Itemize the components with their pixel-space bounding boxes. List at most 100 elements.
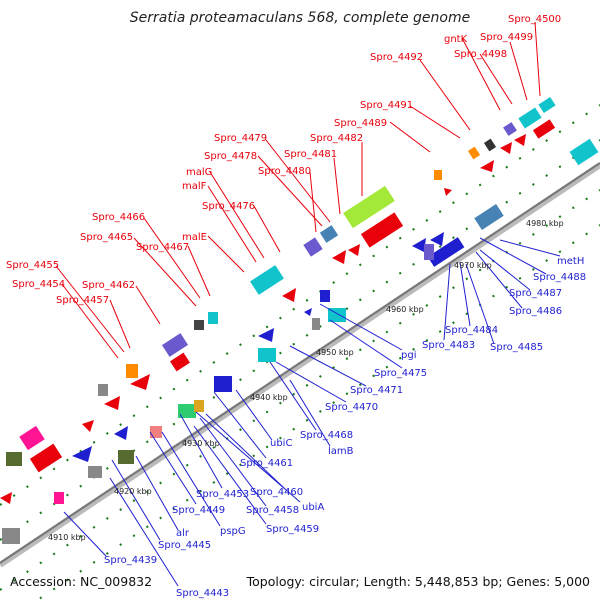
feature-fwd[interactable] xyxy=(500,142,512,154)
feature-rev[interactable] xyxy=(320,290,330,302)
feature-fwd[interactable] xyxy=(19,425,45,451)
gene-label[interactable]: Spro_4475 xyxy=(374,368,427,379)
feature-rev[interactable] xyxy=(72,446,92,462)
gene-label[interactable]: Spro_4500 xyxy=(508,14,561,25)
gene-label[interactable]: Spro_4453 xyxy=(196,489,249,500)
feature-rev[interactable] xyxy=(214,376,232,392)
gene-label[interactable]: Spro_4476 xyxy=(202,201,255,212)
gene-label[interactable]: Spro_4492 xyxy=(370,52,423,63)
gene-label[interactable]: malE xyxy=(182,232,207,243)
gene-label[interactable]: Spro_4459 xyxy=(266,524,319,535)
gene-label[interactable]: Spro_4488 xyxy=(533,272,586,283)
gene-label[interactable]: Spro_4460 xyxy=(250,487,303,498)
feature-fwd[interactable] xyxy=(444,188,452,196)
gene-label[interactable]: Spro_4462 xyxy=(82,280,135,291)
feature-rev[interactable] xyxy=(258,348,276,362)
feature-rev[interactable] xyxy=(569,138,599,166)
feature-rev[interactable] xyxy=(194,400,204,412)
feature-rev[interactable] xyxy=(412,238,426,252)
gene-label[interactable]: Spro_4483 xyxy=(422,340,475,351)
feature-fwd[interactable] xyxy=(332,250,346,264)
gene-label[interactable]: Spro_4449 xyxy=(172,505,225,516)
gene-label[interactable]: Spro_4470 xyxy=(325,402,378,413)
gene-label[interactable]: Spro_4489 xyxy=(334,118,387,129)
gene-label[interactable]: Spro_4443 xyxy=(176,588,229,599)
gene-label[interactable]: Spro_4486 xyxy=(509,306,562,317)
feature-rev[interactable] xyxy=(114,426,128,440)
feature-fwd[interactable] xyxy=(343,185,395,229)
feature-rev[interactable] xyxy=(88,466,102,478)
gene-label[interactable]: Spro_4439 xyxy=(104,555,157,566)
gene-label[interactable]: Spro_4467 xyxy=(136,242,189,253)
feature-rev[interactable] xyxy=(118,450,134,464)
feature-fwd[interactable] xyxy=(503,122,517,136)
feature-fwd[interactable] xyxy=(319,225,339,243)
gene-label[interactable]: Spro_4466 xyxy=(92,212,145,223)
feature-fwd[interactable] xyxy=(6,452,22,466)
gene-label[interactable]: Spro_4478 xyxy=(204,151,257,162)
feature-fwd[interactable] xyxy=(126,364,138,378)
gene-label[interactable]: Spro_4455 xyxy=(6,260,59,271)
gene-label[interactable]: alr xyxy=(176,528,190,539)
gene-label[interactable]: Spro_4468 xyxy=(300,430,353,441)
gene-label[interactable]: ubiC xyxy=(270,438,292,449)
gene-label[interactable]: malF xyxy=(182,181,207,192)
gene-label[interactable]: Spro_4484 xyxy=(445,325,498,336)
gene-label[interactable]: Spro_4461 xyxy=(240,458,293,469)
gene-label[interactable]: Spro_4498 xyxy=(454,49,507,60)
feature-fwd[interactable] xyxy=(483,138,497,152)
feature-fwd[interactable] xyxy=(518,107,542,129)
feature-rev[interactable] xyxy=(430,232,444,246)
gene-label[interactable]: Spro_4479 xyxy=(214,133,267,144)
gene-label[interactable]: Spro_4454 xyxy=(12,279,65,290)
gene-label[interactable]: Spro_4499 xyxy=(480,32,533,43)
gene-label[interactable]: Spro_4487 xyxy=(509,288,562,299)
feature-fwd[interactable] xyxy=(282,288,296,302)
feature-fwd[interactable] xyxy=(130,374,150,390)
feature-fwd[interactable] xyxy=(480,160,494,172)
feature-fwd[interactable] xyxy=(98,384,108,396)
feature-fwd[interactable] xyxy=(161,333,189,357)
feature-fwd[interactable] xyxy=(538,96,556,114)
feature-fwd[interactable] xyxy=(104,396,120,410)
gene-label[interactable]: Spro_4491 xyxy=(360,100,413,111)
feature-rev[interactable] xyxy=(474,204,504,230)
feature-fwd[interactable] xyxy=(208,312,218,324)
feature-fwd[interactable] xyxy=(170,352,190,372)
gene-label[interactable]: pspG xyxy=(220,526,246,537)
gene-label[interactable]: lamB xyxy=(328,446,354,457)
feature-fwd[interactable] xyxy=(29,443,63,473)
gene-label[interactable]: Spro_4445 xyxy=(158,540,211,551)
feature-rev[interactable] xyxy=(150,426,162,438)
feature-fwd[interactable] xyxy=(467,146,481,160)
gene-label[interactable]: Spro_4471 xyxy=(350,385,403,396)
gene-label[interactable]: ubiA xyxy=(302,502,324,513)
feature-rev[interactable] xyxy=(258,328,274,342)
feature-fwd[interactable] xyxy=(82,420,94,432)
feature-rev[interactable] xyxy=(312,318,320,330)
gene-label[interactable]: Spro_4481 xyxy=(284,149,337,160)
feature-fwd[interactable] xyxy=(348,244,360,256)
feature-fwd[interactable] xyxy=(194,320,204,330)
feature-rev[interactable] xyxy=(54,492,64,504)
gene-label[interactable]: gntK xyxy=(444,34,468,45)
feature-fwd[interactable] xyxy=(532,119,556,139)
feature-fwd[interactable] xyxy=(434,170,442,180)
gene-label[interactable]: Spro_4482 xyxy=(310,133,363,144)
feature-rev[interactable] xyxy=(2,528,20,544)
gene-label[interactable]: Spro_4458 xyxy=(246,505,299,516)
feature-fwd[interactable] xyxy=(250,265,284,295)
gene-label[interactable]: malG xyxy=(186,167,212,178)
gene-label[interactable]: Spro_4465 xyxy=(80,232,133,243)
feature-rev[interactable] xyxy=(427,237,465,267)
feature-fwd[interactable] xyxy=(360,212,404,248)
gene-label[interactable]: pgi xyxy=(401,350,416,361)
gene-label[interactable]: Spro_4480 xyxy=(258,166,311,177)
feature-fwd[interactable] xyxy=(303,237,323,257)
feature-rev[interactable] xyxy=(178,404,196,418)
feature-fwd[interactable] xyxy=(0,492,12,504)
feature-fwd[interactable] xyxy=(514,134,526,146)
feature-rev[interactable] xyxy=(424,244,434,260)
gene-label[interactable]: Spro_4485 xyxy=(490,342,543,353)
gene-label[interactable]: Spro_4457 xyxy=(56,295,109,306)
